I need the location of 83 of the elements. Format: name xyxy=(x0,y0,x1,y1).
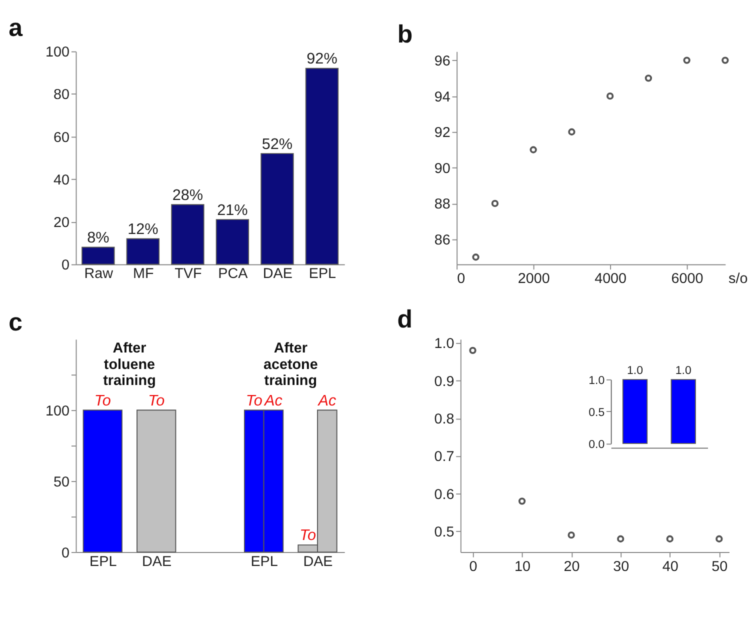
y-tick-label: 90 xyxy=(434,160,450,177)
point xyxy=(606,92,614,100)
y-tick-label: 0.0 xyxy=(588,438,605,451)
y-tick-label: 96 xyxy=(434,54,450,70)
y-tick-label: 1.0 xyxy=(588,374,605,387)
y-tick-label: 0.6 xyxy=(434,486,454,503)
point xyxy=(518,498,526,505)
text: To xyxy=(94,392,111,410)
data-label: 12% xyxy=(128,220,159,238)
x-tick-label: 6000 xyxy=(671,270,704,287)
x-tick-label: 10 xyxy=(514,558,531,575)
series-label: Ac xyxy=(264,392,283,410)
y-tick-label: 0.5 xyxy=(588,406,605,419)
point xyxy=(568,128,576,136)
data-label: 1.0 xyxy=(627,364,644,377)
y-tick-label: 0.7 xyxy=(434,449,454,466)
bar xyxy=(171,204,204,265)
series-label: To xyxy=(300,527,317,544)
y-tick-label: 100 xyxy=(46,44,70,61)
point xyxy=(530,146,537,154)
y-tick-label: 1.0 xyxy=(434,336,454,352)
y-tick-label: 80 xyxy=(54,87,70,104)
point xyxy=(469,346,476,354)
chart-title: d xyxy=(397,306,412,334)
y-tick-label: 0.9 xyxy=(434,374,454,390)
y-tick-label: 20 xyxy=(54,214,70,231)
x-tick-label: 4000 xyxy=(594,270,627,287)
bar xyxy=(216,219,250,265)
data-label: 8% xyxy=(87,229,110,246)
x-tick-label: PCA xyxy=(218,266,248,282)
annotation: After toluene training xyxy=(103,340,156,390)
x-tick-label: 0 xyxy=(457,270,466,287)
point xyxy=(666,535,674,542)
text: To xyxy=(148,392,165,410)
text: To xyxy=(246,392,262,410)
x-tick-label: DAE xyxy=(142,554,172,570)
bar xyxy=(305,68,339,265)
bar xyxy=(82,246,115,265)
point xyxy=(716,535,723,542)
x-tick-label: Raw xyxy=(84,266,114,282)
x-tick-label: EPL xyxy=(250,554,278,570)
x-tick-label: 2000 xyxy=(518,270,550,287)
x-tick-label: TVF xyxy=(174,266,202,282)
y-tick-label: 50 xyxy=(54,474,70,490)
x-tick-label: DAE xyxy=(303,554,333,570)
point xyxy=(644,74,652,82)
data-label: 28% xyxy=(172,186,204,204)
y-tick-label: 88 xyxy=(434,196,450,213)
y-tick-label: 94 xyxy=(434,89,450,106)
y-tick-label: 40 xyxy=(54,172,70,188)
y-tick-label: 100 xyxy=(46,403,70,420)
data-label: 92% xyxy=(306,50,338,68)
x-tick-label: 30 xyxy=(613,558,630,575)
data-label: 52% xyxy=(262,136,293,153)
data-label: 1.0 xyxy=(675,364,692,377)
point xyxy=(617,535,624,542)
x-tick-label: EPL xyxy=(90,554,117,570)
x-tick-label: 0 xyxy=(469,558,478,575)
point xyxy=(722,56,729,64)
point xyxy=(491,200,499,208)
x-tick-label: MF xyxy=(133,266,154,282)
chart-title: c xyxy=(8,308,23,336)
data-label: 21% xyxy=(217,202,248,219)
bar xyxy=(126,238,160,265)
x-tick-label: 40 xyxy=(662,558,678,575)
x-tick-label: DAE xyxy=(262,266,292,282)
chart-title: b xyxy=(397,20,413,49)
chart-title: a xyxy=(8,14,24,42)
y-tick-label: 0.5 xyxy=(434,524,454,541)
bar xyxy=(260,153,294,265)
annotation: After acetone training xyxy=(263,340,318,390)
y-tick-label: 92 xyxy=(434,125,450,142)
y-tick-label: 86 xyxy=(434,232,450,249)
x-tick-label: EPL xyxy=(308,266,336,282)
y-tick-label: 60 xyxy=(54,130,70,146)
point xyxy=(683,56,690,64)
point xyxy=(568,532,575,539)
point xyxy=(472,254,480,261)
y-tick-label: 0.8 xyxy=(434,412,454,428)
x-axis-title: s/o xyxy=(728,270,748,287)
x-tick-label: 20 xyxy=(564,558,580,575)
x-tick-label: 50 xyxy=(712,558,728,575)
text: Ac xyxy=(318,392,336,410)
